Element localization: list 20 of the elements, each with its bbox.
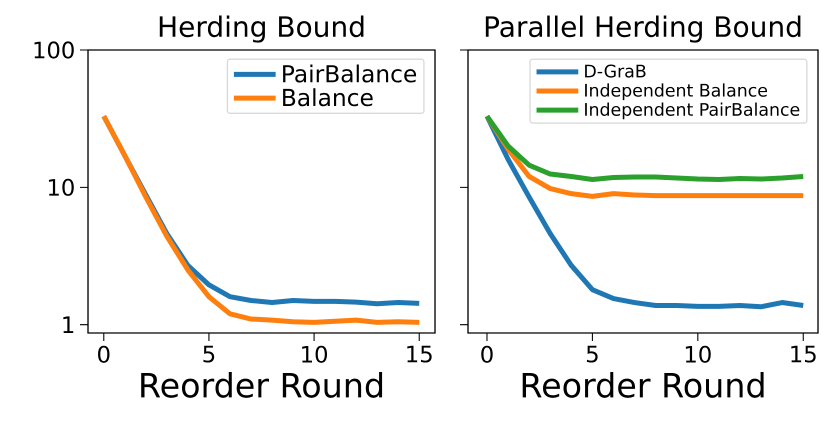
- x-tick-label: 15: [791, 346, 816, 363]
- chart-title: Parallel Herding Bound: [486, 16, 800, 43]
- y-tick-label: 100: [34, 41, 74, 59]
- x-tick-label: 10: [686, 346, 711, 363]
- chart-title: Herding Bound: [160, 16, 364, 43]
- legend-label: D-GraB: [585, 64, 646, 78]
- x-tick-label: 10: [302, 346, 327, 363]
- legend-label: Independent Balance: [585, 83, 768, 100]
- x-axis-title: Reorder Round: [141, 372, 382, 398]
- x-axis-title: Reorder Round: [522, 372, 764, 398]
- x-tick-label: 5: [586, 346, 598, 363]
- x-tick-label: 0: [481, 346, 493, 363]
- x-tick-label: 5: [203, 346, 214, 363]
- legend-label: Independent PairBalance: [585, 102, 800, 120]
- legend-label: Balance: [283, 88, 373, 106]
- x-tick-label: 15: [407, 346, 432, 363]
- y-tick-label: 10: [48, 178, 74, 196]
- legend-label: PairBalance: [283, 64, 416, 83]
- x-tick-label: 0: [98, 346, 110, 363]
- y-tick-label: 1: [63, 316, 74, 333]
